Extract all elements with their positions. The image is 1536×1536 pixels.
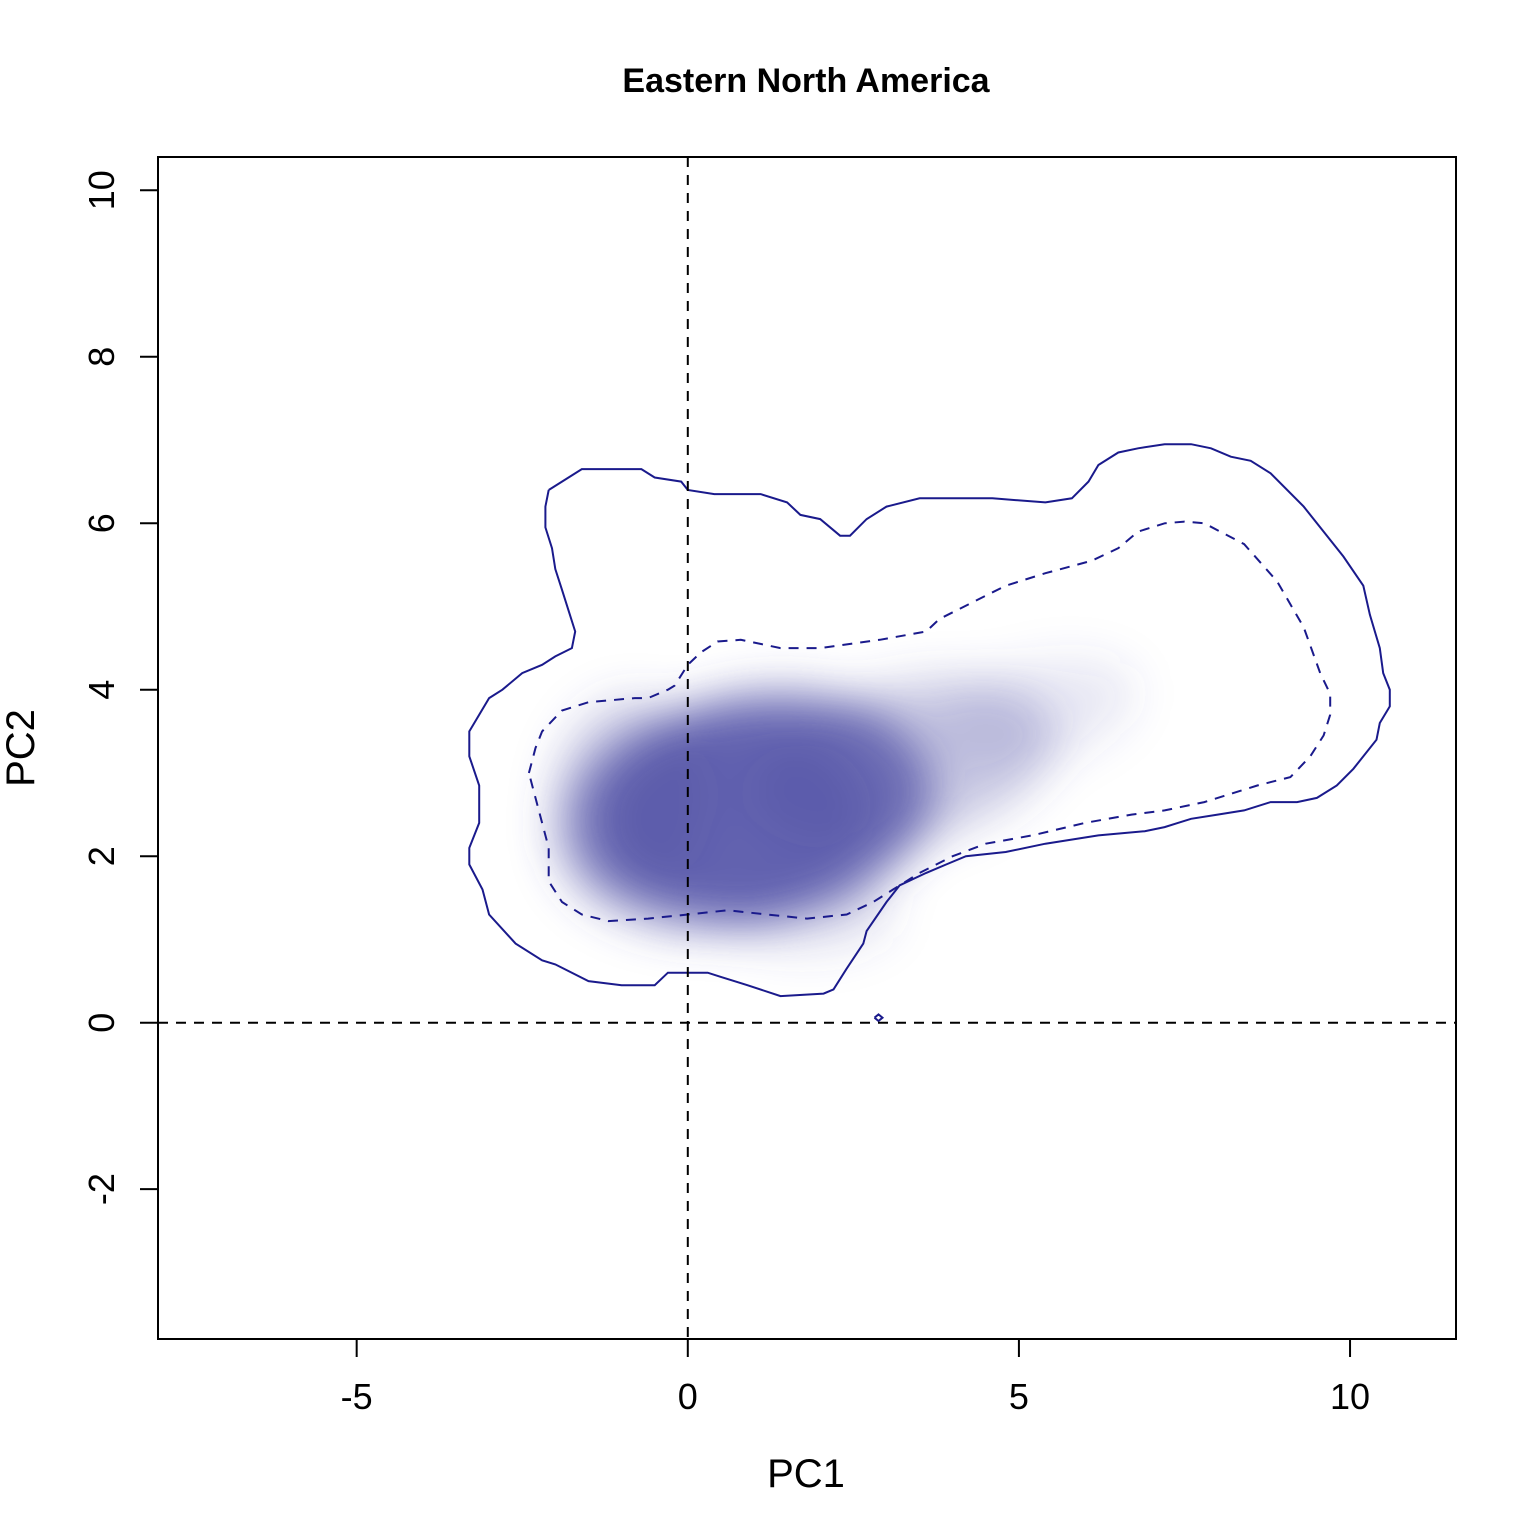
y-tick-label: 2: [81, 846, 122, 866]
y-tick-label: 6: [81, 513, 122, 533]
density-heatmap: [555, 658, 1135, 952]
y-axis-label: PC2: [0, 709, 43, 787]
x-tick-label: 10: [1330, 1376, 1370, 1417]
contour-dashed-1: [527, 520, 1332, 923]
x-axis: -5 0 5 10: [341, 1338, 1370, 1417]
y-tick-label: 0: [81, 1013, 122, 1033]
x-tick-label: -5: [341, 1376, 373, 1417]
y-axis: -2 0 2 4 6 8 10: [81, 170, 159, 1205]
y-tick-label: 8: [81, 347, 122, 367]
density-blob-3: [929, 658, 1135, 771]
y-tick-label: 10: [81, 170, 122, 210]
contour-solid-0: [468, 443, 1391, 998]
density-blob-4: [555, 698, 715, 898]
reference-lines: [158, 157, 1456, 1339]
y-tick-label: -2: [81, 1173, 122, 1205]
x-tick-label: 5: [1009, 1376, 1029, 1417]
chart-title: Eastern North America: [622, 62, 990, 100]
density-blob-5: [720, 877, 894, 952]
contour-lines: [468, 443, 1391, 1023]
contour-solid-2: [873, 1013, 885, 1023]
x-axis-label: PC1: [767, 1452, 845, 1496]
y-tick-label: 4: [81, 680, 122, 700]
x-tick-label: 0: [678, 1376, 698, 1417]
